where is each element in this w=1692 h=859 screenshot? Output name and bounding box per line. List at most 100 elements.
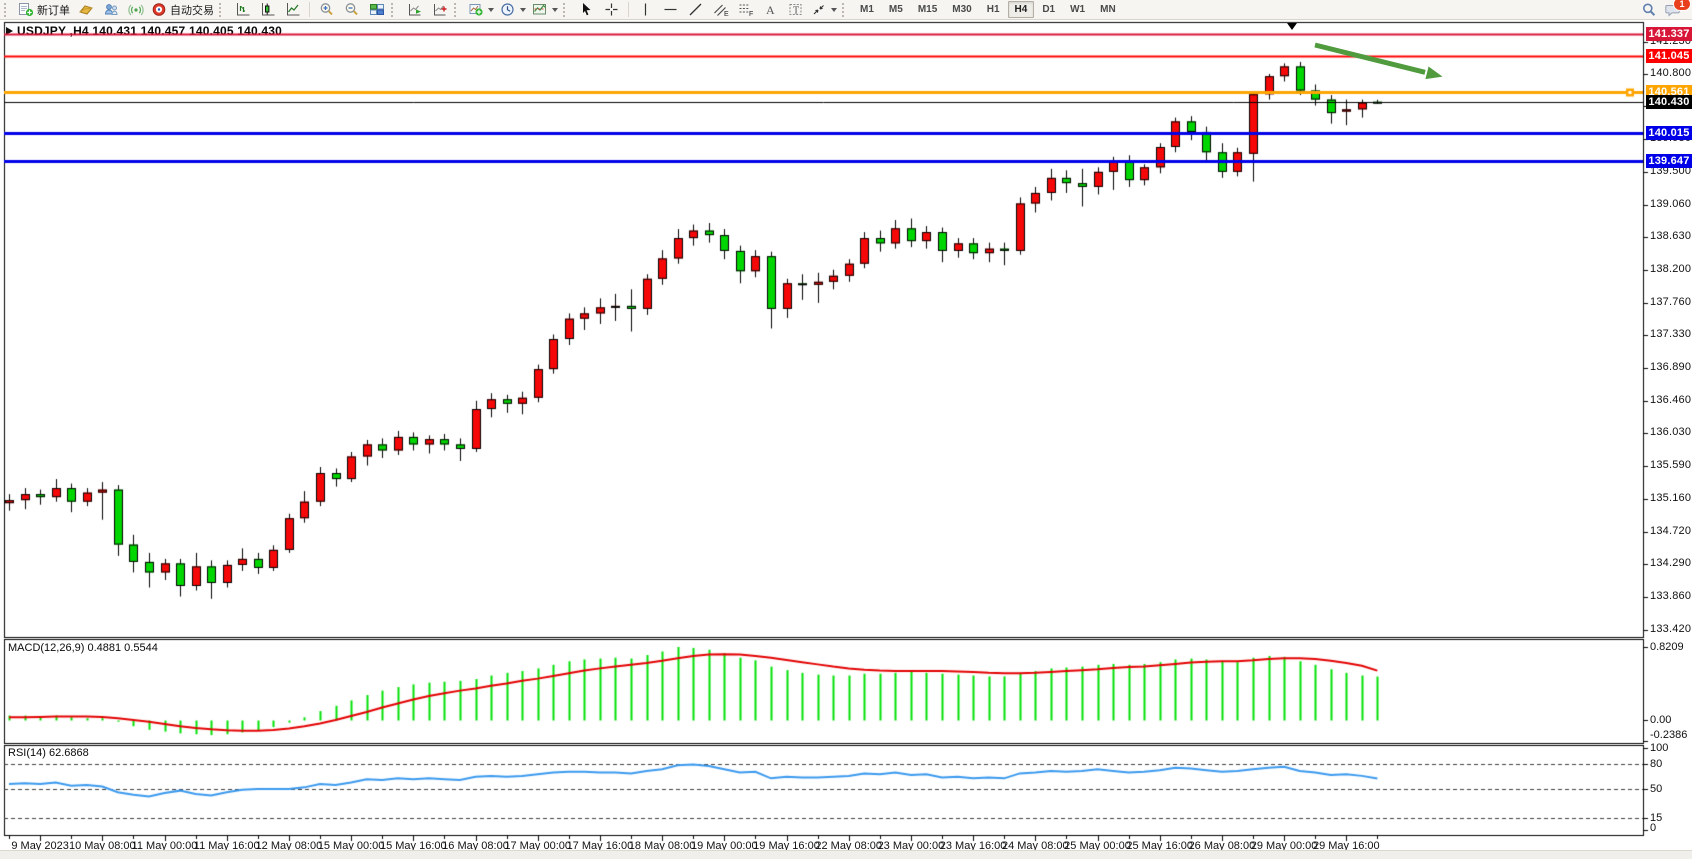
price-axis-label: 138.630 <box>1650 230 1692 243</box>
chart-shift-button[interactable] <box>427 0 452 19</box>
community-button[interactable] <box>98 0 123 19</box>
text-label-icon: T <box>788 2 804 17</box>
time-axis-label: 11 May 16:00 <box>193 840 260 852</box>
autotrading-icon <box>151 2 167 17</box>
bar-chart-button[interactable] <box>230 0 255 19</box>
market-button[interactable] <box>73 0 98 19</box>
fibonacci-button[interactable]: F <box>733 0 758 19</box>
new-order-button[interactable]: 新订单 <box>15 0 73 19</box>
toolbar-grip <box>454 2 461 17</box>
channel-button[interactable]: E <box>708 0 733 19</box>
time-axis-label: 17 May 16:00 <box>566 840 634 852</box>
rsi-axis-label: 15 <box>1650 811 1663 824</box>
tf-button-M5[interactable]: M5 <box>888 4 903 15</box>
search-button[interactable] <box>1636 0 1661 19</box>
horizontal-line-icon <box>663 2 678 17</box>
signals-button[interactable] <box>123 0 148 19</box>
time-axis-label: 9 May 2023 <box>11 840 69 852</box>
time-axis-label: 23 May 00:00 <box>877 840 945 852</box>
rsi-axis-label: 80 <box>1650 758 1663 771</box>
trend-arrow[interactable] <box>1311 37 1461 85</box>
arrows-caret-icon <box>831 7 837 12</box>
macd-axis-label: 0.00 <box>1650 714 1672 726</box>
toolbar-grip <box>563 2 570 17</box>
time-axis-label: 15 May 16:00 <box>379 840 447 852</box>
tf-button-M15[interactable]: M15 <box>917 4 938 15</box>
text-icon: A <box>763 2 778 17</box>
tf-button-M1[interactable]: M1 <box>860 4 874 15</box>
rsi-axis-label: 0 <box>1650 822 1657 834</box>
indicators-icon <box>468 2 484 17</box>
time-axis-label: 24 May 08:00 <box>1001 840 1069 852</box>
time-axis-label: 25 May 00:00 <box>1064 840 1131 852</box>
main-toolbar: 新订单 自动交易 <box>0 0 1692 20</box>
text-label-button[interactable]: T <box>783 0 808 19</box>
vertical-line-icon <box>638 2 653 17</box>
time-axis-label: 23 May 16:00 <box>939 840 1007 852</box>
chart-canvas[interactable] <box>0 19 1692 859</box>
price-axis-label: 133.860 <box>1650 589 1692 602</box>
line-chart-button[interactable] <box>280 0 305 19</box>
tf-button-W1[interactable]: W1 <box>1070 4 1086 15</box>
vertical-line-button[interactable] <box>633 0 658 19</box>
indicators-caret-icon <box>488 7 494 12</box>
macd-axis-label: -0.2386 <box>1650 729 1688 741</box>
tf-button-MN[interactable]: MN <box>1100 4 1116 15</box>
time-axis-label: 19 May 00:00 <box>690 840 758 852</box>
templates-button[interactable] <box>529 0 561 19</box>
rsi-axis-label: 100 <box>1650 742 1669 754</box>
tf-button-H1[interactable]: H1 <box>986 4 1000 15</box>
price-axis-label: 136.890 <box>1650 361 1692 374</box>
svg-text:T: T <box>793 6 799 17</box>
time-axis-label: 11 May 00:00 <box>131 840 198 852</box>
time-axis-label: 29 May 16:00 <box>1312 840 1380 852</box>
candlestick-button[interactable] <box>255 0 280 19</box>
tile-windows-button[interactable] <box>364 0 389 19</box>
arrows-icon <box>811 2 827 17</box>
status-bar <box>0 850 1692 859</box>
autotrading-button[interactable]: 自动交易 <box>148 0 217 19</box>
zoom-in-icon <box>319 2 335 17</box>
bar-chart-icon <box>235 2 251 17</box>
periods-button[interactable] <box>497 0 529 19</box>
community-icon <box>103 2 119 17</box>
horizontal-line-button[interactable] <box>658 0 683 19</box>
time-axis-label: 18 May 08:00 <box>628 840 696 852</box>
chart-shift-icon <box>432 2 448 17</box>
zoom-out-button[interactable] <box>339 0 364 19</box>
autoscroll-icon <box>407 2 423 17</box>
signals-icon <box>127 2 144 17</box>
new-order-label: 新订单 <box>37 4 70 17</box>
new-order-icon <box>18 2 34 17</box>
crosshair-button[interactable] <box>599 0 624 19</box>
autoscroll-button[interactable] <box>402 0 427 19</box>
zoom-out-icon <box>344 2 360 17</box>
chat-button[interactable]: 1 <box>1661 0 1691 19</box>
rsi-label: RSI(14) 62.6868 <box>8 747 89 759</box>
tf-button-D1[interactable]: D1 <box>1042 4 1056 15</box>
trendline-button[interactable] <box>683 0 708 19</box>
current-price-badge: 140.430 <box>1646 94 1692 109</box>
price-axis-label: 133.420 <box>1650 622 1692 635</box>
indicators-button[interactable] <box>465 0 497 19</box>
time-axis-label: 12 May 08:00 <box>255 840 323 852</box>
notification-badge: 1 <box>1673 0 1691 11</box>
timeframe-group: M1 M5 M15 M30 H1 H4 D1 W1 MN <box>853 1 1123 18</box>
zoom-in-button[interactable] <box>314 0 339 19</box>
cursor-button[interactable] <box>574 0 599 19</box>
toolbar-separator <box>309 2 310 17</box>
svg-text:A: A <box>766 3 775 17</box>
time-axis-label: 19 May 16:00 <box>753 840 820 852</box>
price-axis-label: 139.500 <box>1650 164 1692 177</box>
toolbar-grip <box>842 2 849 17</box>
chart-shift-marker[interactable] <box>1286 23 1297 30</box>
text-button[interactable]: A <box>758 0 783 19</box>
price-axis-label: 134.290 <box>1650 557 1692 570</box>
tf-button-M30[interactable]: M30 <box>952 4 972 15</box>
arrows-button[interactable] <box>808 0 840 19</box>
periods-caret-icon <box>520 7 526 12</box>
time-axis-label: 10 May 08:00 <box>68 840 136 852</box>
price-axis-label: 134.720 <box>1650 524 1692 537</box>
tf-button-H4[interactable]: H4 <box>1007 1 1035 18</box>
chart-window: USDJPY ,H4 140.431 140.457 140.405 140.4… <box>0 19 1692 859</box>
